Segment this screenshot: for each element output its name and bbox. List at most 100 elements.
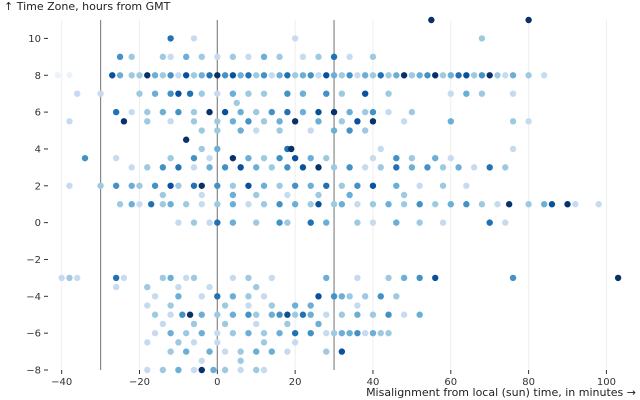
data-point bbox=[229, 118, 237, 125]
data-point bbox=[505, 201, 513, 208]
data-point bbox=[288, 145, 295, 153]
data-point bbox=[338, 118, 346, 125]
data-point bbox=[198, 311, 205, 318]
data-point bbox=[260, 329, 268, 337]
data-point bbox=[159, 191, 167, 199]
data-point bbox=[354, 302, 361, 309]
data-point bbox=[221, 302, 229, 309]
data-point bbox=[361, 72, 369, 79]
data-point bbox=[198, 53, 205, 61]
data-point bbox=[260, 182, 268, 189]
data-point bbox=[175, 182, 182, 189]
data-point bbox=[291, 72, 299, 79]
data-point bbox=[447, 72, 454, 79]
data-point bbox=[221, 108, 229, 116]
data-point bbox=[245, 90, 252, 97]
data-point bbox=[159, 53, 167, 61]
data-point bbox=[167, 53, 174, 61]
data-point bbox=[323, 311, 330, 318]
data-point bbox=[385, 90, 392, 97]
data-point bbox=[175, 164, 182, 171]
data-point bbox=[66, 274, 73, 282]
data-point bbox=[221, 366, 229, 374]
data-point bbox=[354, 329, 361, 337]
data-point bbox=[478, 72, 486, 79]
data-point bbox=[540, 72, 548, 79]
data-point bbox=[354, 311, 361, 318]
x-axis-title: Misalignment from local (sun) time, in m… bbox=[366, 386, 636, 399]
data-point bbox=[276, 329, 283, 337]
data-point bbox=[400, 191, 408, 199]
data-point bbox=[221, 72, 229, 79]
data-point bbox=[159, 201, 167, 208]
data-point bbox=[175, 108, 182, 116]
y-tick-label: 10 bbox=[28, 34, 41, 45]
data-point bbox=[66, 118, 73, 125]
data-point bbox=[128, 201, 135, 208]
data-point bbox=[167, 90, 174, 97]
data-point bbox=[229, 154, 237, 162]
data-point bbox=[291, 118, 299, 125]
data-point bbox=[268, 311, 275, 318]
data-point bbox=[478, 90, 486, 97]
data-point bbox=[385, 274, 392, 282]
data-point bbox=[284, 90, 291, 97]
data-point bbox=[151, 182, 159, 189]
data-point bbox=[190, 182, 198, 189]
data-point bbox=[175, 219, 182, 226]
data-point bbox=[502, 164, 509, 171]
data-point bbox=[182, 136, 190, 143]
data-point bbox=[400, 201, 408, 208]
data-point bbox=[315, 72, 322, 79]
data-point bbox=[206, 108, 213, 116]
y-axis-title: ↑ Time Zone, hours from GMT bbox=[4, 0, 171, 13]
data-point bbox=[221, 348, 229, 355]
data-point bbox=[354, 201, 361, 208]
data-point bbox=[253, 366, 260, 374]
data-point bbox=[315, 53, 322, 61]
data-point bbox=[330, 108, 338, 116]
data-point bbox=[470, 72, 478, 79]
data-point bbox=[245, 329, 252, 337]
data-point bbox=[186, 90, 194, 97]
data-point bbox=[338, 311, 346, 318]
data-point bbox=[330, 201, 338, 208]
data-point bbox=[245, 118, 252, 125]
data-point bbox=[206, 154, 213, 162]
data-point bbox=[260, 72, 268, 79]
data-point bbox=[245, 274, 252, 282]
data-point bbox=[525, 72, 532, 79]
data-point bbox=[229, 219, 237, 226]
data-point bbox=[54, 72, 61, 79]
data-point bbox=[400, 118, 408, 125]
data-point bbox=[346, 164, 353, 171]
data-point bbox=[159, 274, 167, 282]
data-point bbox=[245, 311, 252, 318]
data-point bbox=[214, 219, 221, 226]
data-point bbox=[315, 293, 322, 300]
data-point bbox=[214, 311, 221, 318]
data-point bbox=[237, 164, 244, 171]
data-point bbox=[190, 366, 198, 374]
data-point bbox=[330, 127, 338, 134]
data-point bbox=[291, 302, 299, 309]
data-point bbox=[424, 72, 431, 79]
data-point bbox=[323, 219, 330, 226]
data-point bbox=[229, 53, 237, 61]
data-point bbox=[432, 274, 439, 282]
data-point bbox=[206, 219, 213, 226]
data-point bbox=[144, 72, 151, 79]
data-point bbox=[144, 108, 151, 116]
data-point bbox=[276, 72, 283, 79]
data-point bbox=[307, 329, 314, 337]
data-point bbox=[572, 201, 579, 208]
data-point bbox=[116, 53, 124, 61]
data-point bbox=[182, 53, 190, 61]
data-point bbox=[175, 366, 182, 374]
data-point bbox=[229, 293, 237, 300]
data-point bbox=[315, 108, 322, 116]
data-point bbox=[400, 311, 408, 318]
data-point bbox=[416, 72, 423, 79]
data-point bbox=[116, 72, 124, 79]
